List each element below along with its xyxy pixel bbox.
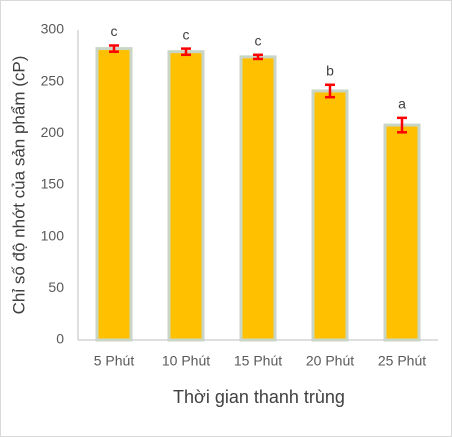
y-tick-label: 200: [41, 124, 65, 140]
x-axis-title: Thời gian thanh trùng: [173, 387, 345, 407]
significance-label: c: [183, 26, 190, 42]
y-tick-label: 150: [41, 176, 65, 192]
error-bar: [109, 44, 119, 53]
x-tick-label: 10 Phút: [162, 353, 210, 369]
significance-label: c: [111, 23, 118, 39]
y-tick-label: 50: [48, 279, 64, 295]
y-tick-label: 0: [56, 331, 64, 347]
x-tick-label: 20 Phút: [306, 353, 354, 369]
error-bar: [253, 53, 263, 61]
significance-label: b: [326, 62, 334, 78]
bar: [167, 50, 205, 342]
y-tick-label: 300: [41, 21, 65, 37]
x-tick-label: 15 Phút: [234, 353, 282, 369]
y-axis-title: Chỉ số độ nhớt của sản phẩm (cP): [9, 56, 28, 315]
y-tick-label: 250: [41, 72, 65, 88]
significance-label: a: [398, 96, 406, 112]
x-tick-label: 25 Phút: [378, 353, 426, 369]
bar: [311, 89, 349, 342]
bar: [383, 123, 421, 342]
error-bar: [397, 116, 407, 134]
bar: [95, 47, 133, 342]
x-tick-label: 5 Phút: [94, 353, 135, 369]
significance-label: c: [255, 33, 262, 49]
error-bar: [325, 83, 335, 99]
bar: [239, 55, 277, 342]
error-bar: [181, 47, 191, 57]
y-tick-label: 100: [41, 227, 65, 243]
